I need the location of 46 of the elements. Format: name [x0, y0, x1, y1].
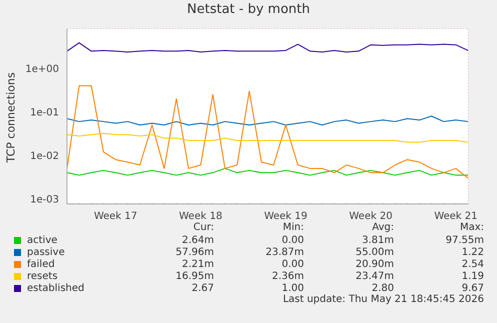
- line-series: [66, 132, 468, 143]
- text: 20.90m: [354, 258, 394, 270]
- line-series: [66, 168, 468, 176]
- text: 2.54: [460, 258, 484, 270]
- legend-label: resets: [27, 270, 58, 282]
- text: Max:: [458, 222, 484, 234]
- text: 97.55m: [444, 234, 484, 246]
- line-series: [66, 116, 468, 126]
- text: 2.67: [190, 282, 214, 294]
- text: Min:: [282, 222, 304, 234]
- text: Last update: Thu May 21 18:45:45 2026: [282, 294, 484, 305]
- y-tick-label: 1e+00: [25, 64, 59, 76]
- text: 0.00: [280, 234, 304, 246]
- text: 1.19: [460, 270, 484, 282]
- text: 2.80: [370, 282, 394, 294]
- text: 23.87m: [264, 246, 304, 258]
- text: 16.95m: [174, 270, 214, 282]
- x-tick-label: Week 21: [434, 211, 478, 222]
- text: 2.36m: [270, 270, 304, 282]
- text: Avg:: [371, 222, 394, 234]
- x-tick-label: Week 20: [349, 211, 392, 222]
- y-tick-label: 1e-01: [30, 107, 59, 118]
- text: 23.47m: [354, 270, 394, 282]
- text: 0.00: [280, 258, 304, 270]
- legend-label: passive: [27, 246, 65, 258]
- x-tick-label: Week 18: [179, 211, 222, 222]
- text: 3.81m: [360, 234, 394, 246]
- text: 1.22: [460, 246, 484, 258]
- chart-title: Netstat - by month: [186, 2, 311, 17]
- x-tick-label: Week 19: [264, 211, 308, 222]
- text: 2.21m: [180, 258, 214, 270]
- line-series: [66, 85, 468, 179]
- text: 9.67: [460, 282, 484, 294]
- x-tick-label: Week 17: [94, 211, 138, 222]
- text: 55.00m: [354, 246, 394, 258]
- legend-label: failed: [27, 258, 55, 270]
- legend-label: active: [27, 234, 58, 246]
- text: 57.96m: [174, 246, 214, 258]
- y-axis-title: TCP connections: [4, 72, 18, 163]
- text: 2.64m: [180, 234, 214, 246]
- legend-label: established: [27, 282, 84, 294]
- text: Cur:: [192, 222, 214, 234]
- line-series: [66, 42, 468, 52]
- y-tick-label: 1e-02: [30, 150, 59, 162]
- text: 1.00: [280, 282, 304, 294]
- y-tick-label: 1e-03: [30, 194, 59, 206]
